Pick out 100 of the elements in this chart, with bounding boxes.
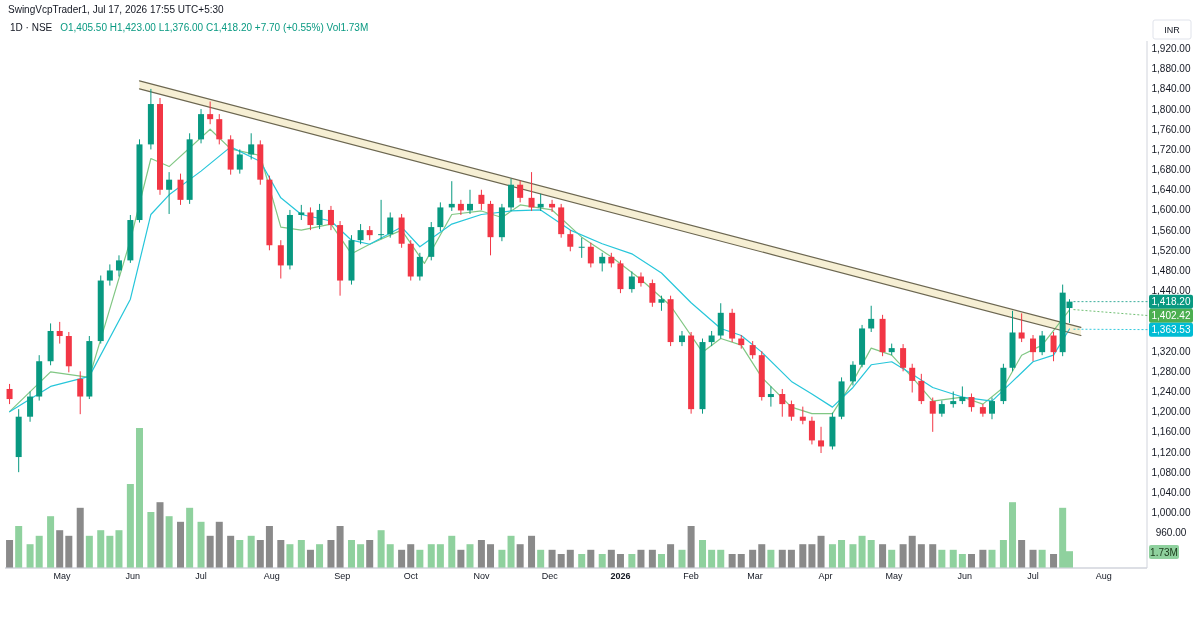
x-tick-label: Apr [818,571,833,581]
candlestick [1050,331,1057,362]
candlestick [27,390,34,423]
bar [1018,540,1026,568]
y-tick-label: 1,040.00 [1151,486,1191,498]
y-tick-label: 1,000.00 [1151,507,1191,519]
y-tick-label: 1,560.00 [1151,224,1191,236]
bar [737,554,745,568]
candlestick [478,189,485,211]
bar [1009,502,1017,568]
bar [628,554,636,568]
candlestick [918,373,925,405]
y-tick-label: 1,200.00 [1151,406,1191,418]
bar [578,554,586,568]
candlestick [528,171,535,212]
y-tick-label: 1,120.00 [1151,446,1191,458]
bar [799,544,807,568]
bar [667,544,675,568]
candlestick [599,252,606,272]
bar [917,544,925,568]
candlestick [316,203,323,230]
candlestick [437,201,444,232]
bar [386,544,394,568]
candlestick [567,229,574,252]
bar [637,549,645,568]
candlestick [508,178,515,212]
bar [1029,549,1037,568]
candlestick [578,237,585,259]
bar [147,512,155,568]
bar [366,540,374,568]
bar [256,540,264,568]
y-tick-label: 1,720.00 [1151,143,1191,155]
bar [206,535,214,568]
bar [377,530,385,568]
bar [888,549,896,568]
x-tick-label: May [885,571,903,581]
bar [197,521,205,568]
annotation: 1,402.42 [1151,310,1191,322]
candlestick [788,400,795,422]
x-tick-label: Aug [263,571,280,581]
bar [808,544,816,568]
chart-subtitle: O1,405.50 H1,423.00 L1,376.00 C1,418.20 +7.70 (+0.55%) Vol1.73M [60,22,369,33]
bar [616,554,624,568]
bar [236,540,244,568]
bar [427,544,435,568]
candlestick [968,393,975,413]
bar [47,516,55,568]
candlestick [868,305,875,333]
y-tick-label: 1,920.00 [1151,43,1191,55]
candlestick [637,271,644,288]
candlestick [900,343,907,372]
bar [177,521,185,568]
bar [516,544,524,568]
candlestick [1018,312,1025,343]
bar [587,549,595,568]
bar [115,530,123,568]
candlestick [277,239,284,280]
bar [849,544,857,568]
bar [557,554,565,568]
bar [316,544,324,568]
bar [65,535,73,568]
bar [336,526,344,568]
candlestick [327,205,334,231]
bar [879,544,887,568]
candlestick [1030,334,1037,362]
y-tick-label: 1,280.00 [1151,365,1191,377]
y-tick-label: 1,320.00 [1151,345,1191,357]
annotation: 1,363.53 [1151,324,1191,336]
y-tick-label: 1,160.00 [1151,426,1191,438]
bar [598,554,606,568]
y-tick-label: 1,640.00 [1151,184,1191,196]
bar [778,549,786,568]
bar [156,502,164,568]
bar [728,554,736,568]
bar [988,549,996,568]
candlestick [929,397,936,433]
bar [867,540,875,568]
bar [398,549,406,568]
bar [165,516,173,568]
bar [186,507,194,568]
bar [687,526,695,568]
bar [297,540,305,568]
candlestick [467,189,474,215]
candlestick [177,173,184,206]
x-tick-label: May [53,571,71,581]
bar [26,544,34,568]
y-tick-label: 1,880.00 [1151,63,1191,75]
bar [708,549,716,568]
bar [126,484,134,568]
text: 1.73M [1150,546,1178,558]
annotation: 1,418.20 [1151,296,1191,308]
chart-title: 1D · NSE [10,22,53,33]
x-tick-label: Jul [195,571,207,581]
text: SwingVcpTrader1, Jul 17, 2026 17:55 UTC+5:30 [8,4,225,15]
bar [6,540,14,568]
bar [448,535,456,568]
x-tick-label: Jun [957,571,972,581]
bar [327,540,335,568]
x-tick-label: Jun [125,571,140,581]
bar [828,544,836,568]
